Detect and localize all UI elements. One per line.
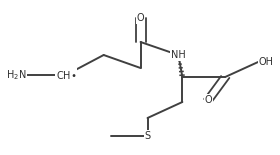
Text: NH: NH [171, 50, 186, 60]
Text: O: O [204, 95, 212, 105]
Text: CH$\bullet$: CH$\bullet$ [55, 69, 76, 81]
Text: OH: OH [258, 57, 273, 67]
Text: S: S [144, 131, 151, 141]
Text: O: O [137, 13, 144, 23]
Text: H$_2$N: H$_2$N [6, 68, 26, 82]
